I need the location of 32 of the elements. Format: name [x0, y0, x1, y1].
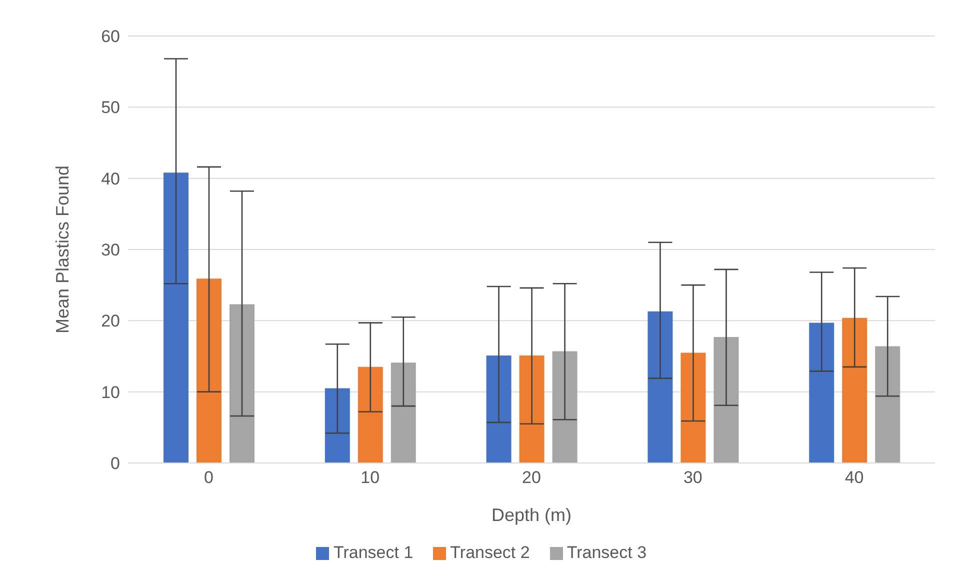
bar: [230, 304, 255, 463]
x-tick-label: 20: [522, 468, 541, 488]
x-axis-title: Depth (m): [491, 505, 572, 525]
bar: [809, 322, 834, 463]
x-tick-label: 30: [683, 468, 702, 488]
y-tick-label: 0: [110, 454, 120, 474]
bar: [714, 337, 739, 463]
legend-label: Transect 2: [450, 543, 530, 562]
y-tick-label: 50: [101, 98, 120, 118]
y-tick-label: 60: [101, 27, 120, 46]
x-tick-label: 40: [844, 468, 864, 488]
y-tick-label: 40: [101, 169, 120, 188]
x-tick-label: 0: [204, 468, 214, 488]
bar: [164, 172, 189, 463]
y-tick-label: 20: [101, 312, 120, 331]
bar: [519, 356, 544, 463]
bar: [196, 278, 222, 463]
bar: [842, 318, 868, 463]
bar: [486, 356, 512, 463]
y-tick-label: 10: [101, 382, 120, 402]
y-axis-title: Mean Plastics Found: [52, 165, 72, 334]
x-tick-label: 10: [360, 468, 380, 488]
bar: [875, 346, 900, 463]
bar: [324, 388, 350, 463]
legend-label: Transect 1: [333, 543, 414, 562]
bar: [552, 351, 578, 463]
bar: [390, 362, 416, 463]
bar: [680, 352, 706, 463]
legend-label: Transect 3: [566, 543, 647, 562]
y-tick-label: 30: [101, 240, 120, 260]
bar: [648, 311, 673, 463]
bar: [358, 366, 383, 463]
